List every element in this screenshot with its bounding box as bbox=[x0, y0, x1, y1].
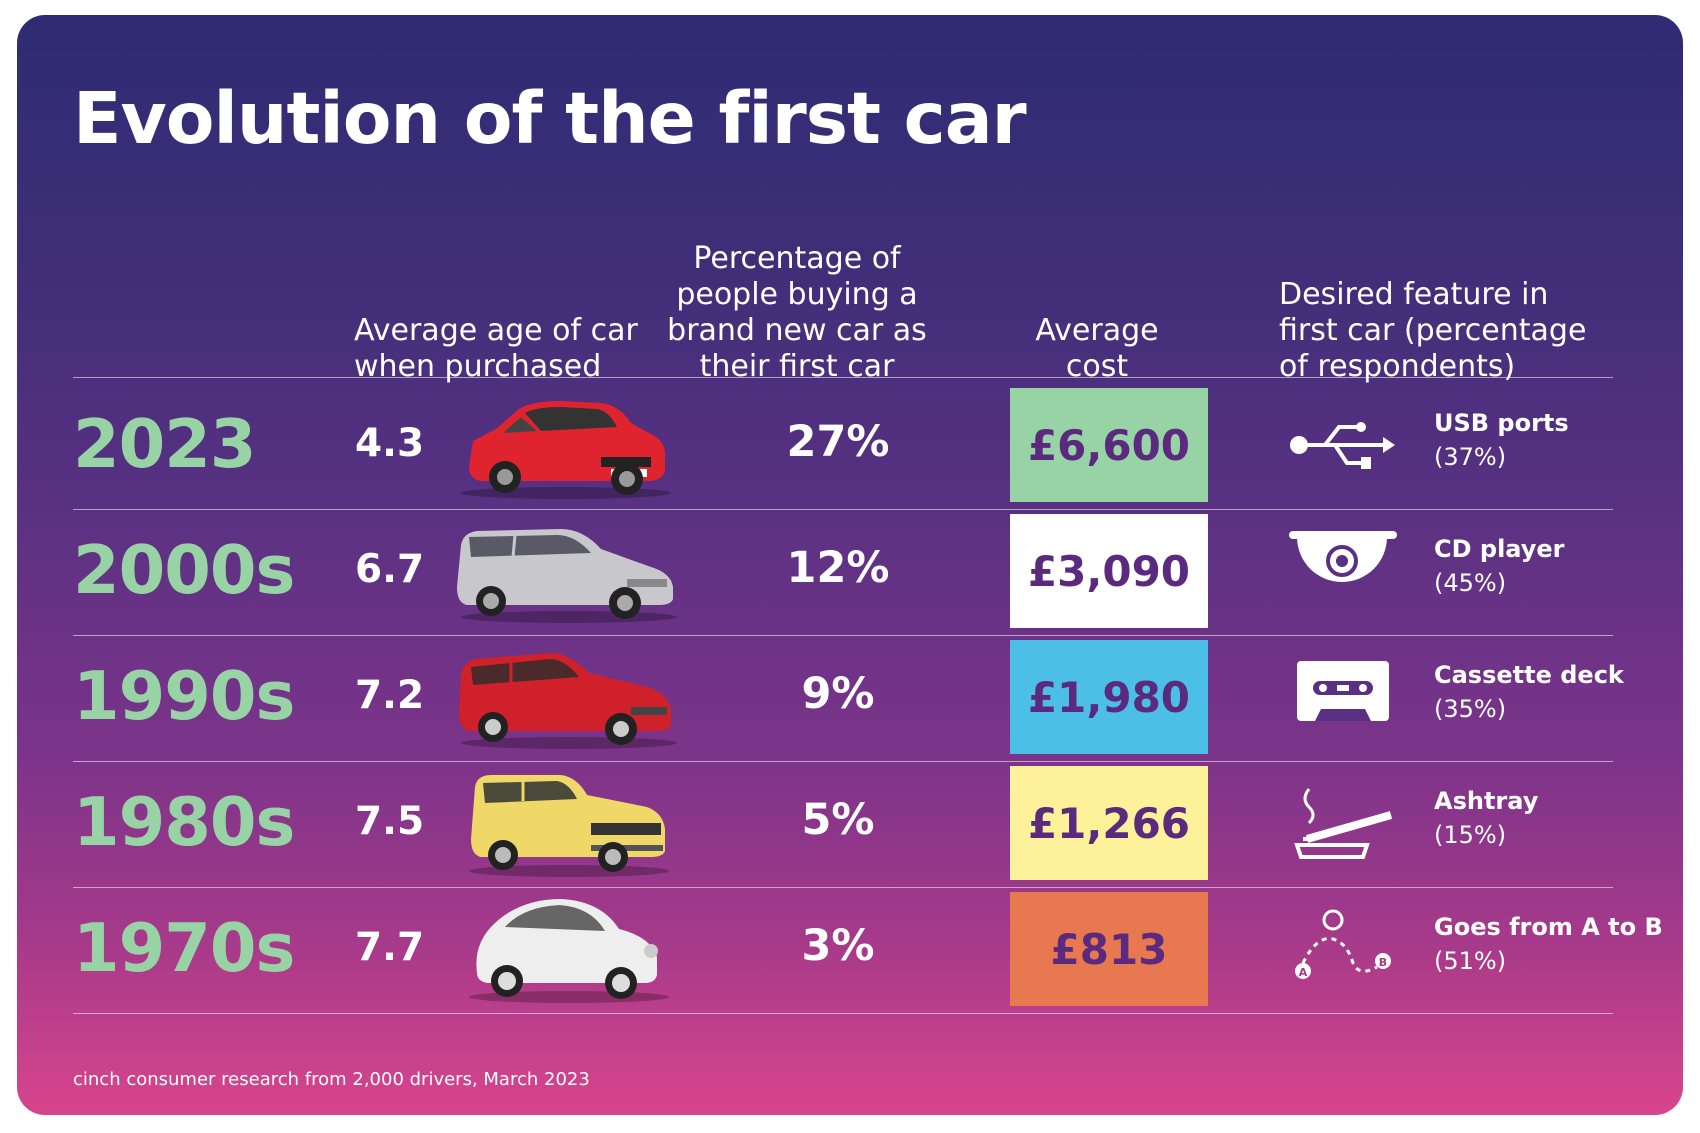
divider bbox=[73, 509, 1613, 510]
average-cost-value: £1,266 bbox=[1010, 766, 1208, 880]
cassette-icon bbox=[1297, 661, 1389, 721]
average-cost-value: £6,600 bbox=[1010, 388, 1208, 502]
average-age-value: 7.5 bbox=[355, 799, 425, 844]
white-beetle-car-icon bbox=[469, 899, 669, 1003]
feature-percentage: (15%) bbox=[1434, 821, 1507, 849]
page-title: Evolution of the first car bbox=[73, 77, 1027, 160]
new-car-percentage: 12% bbox=[786, 543, 890, 593]
divider bbox=[73, 1013, 1613, 1014]
new-car-percentage: 3% bbox=[801, 921, 875, 971]
yellow-hatchback-car-icon bbox=[469, 775, 669, 877]
average-age-value: 7.2 bbox=[355, 673, 425, 718]
feature-name: CD player bbox=[1434, 535, 1565, 563]
decade-label: 2023 bbox=[73, 405, 256, 483]
new-car-percentage: 5% bbox=[801, 795, 875, 845]
table-row: 2000s 6.7 12% £3,090 CD player (45%) bbox=[73, 507, 1613, 633]
header-average-age: Average age of car when purchased bbox=[354, 313, 638, 384]
feature-name: USB ports bbox=[1434, 409, 1569, 437]
average-cost-value: £1,980 bbox=[1010, 640, 1208, 754]
decade-label: 1990s bbox=[73, 657, 295, 735]
feature-percentage: (37%) bbox=[1434, 443, 1507, 471]
new-car-percentage: 27% bbox=[786, 417, 890, 467]
average-age-value: 6.7 bbox=[355, 547, 425, 592]
divider bbox=[73, 887, 1613, 888]
table-row: 2023 4.3 27% £6,600 USB ports (37%) bbox=[73, 381, 1613, 507]
decade-label: 2000s bbox=[73, 531, 295, 609]
feature-percentage: (35%) bbox=[1434, 695, 1507, 723]
ashtray-icon bbox=[1294, 788, 1393, 859]
header-average-cost: Average cost bbox=[1035, 313, 1159, 384]
new-car-percentage: 9% bbox=[801, 669, 875, 719]
feature-name: Ashtray bbox=[1434, 787, 1539, 815]
divider bbox=[73, 635, 1613, 636]
feature-percentage: (51%) bbox=[1434, 947, 1507, 975]
route-end-label: B bbox=[1379, 956, 1387, 969]
infographic-card: Evolution of the first car Average age o… bbox=[17, 15, 1683, 1115]
route-icon: A B bbox=[1295, 909, 1391, 979]
divider bbox=[73, 377, 1613, 378]
red-hatchback-car-icon bbox=[461, 401, 671, 499]
route-start-label: A bbox=[1299, 966, 1308, 979]
average-age-value: 4.3 bbox=[355, 421, 425, 466]
header-percentage-new: Percentage of people buying a brand new … bbox=[667, 241, 927, 384]
average-cost-value: £3,090 bbox=[1010, 514, 1208, 628]
table-row: 1990s 7.2 9% £1,980 Cassette deck (35%) bbox=[73, 633, 1624, 759]
usb-icon bbox=[1290, 422, 1395, 469]
table-row: 1980s 7.5 5% £1,266 Ashtray (15%) bbox=[73, 759, 1613, 885]
decade-label: 1970s bbox=[73, 909, 295, 987]
table-row: 1970s 7.7 3% £813 A B Goes from A to B (… bbox=[73, 885, 1663, 1011]
decade-label: 1980s bbox=[73, 783, 295, 861]
average-age-value: 7.7 bbox=[355, 925, 425, 970]
silver-hatchback-car-icon bbox=[457, 529, 677, 623]
average-cost-value: £813 bbox=[1010, 892, 1208, 1006]
red-hatchback-car-icon bbox=[459, 653, 677, 749]
header-desired-feature: Desired feature in first car (percentage… bbox=[1279, 277, 1587, 384]
cd-player-icon bbox=[1289, 531, 1397, 582]
feature-name: Cassette deck bbox=[1434, 661, 1624, 689]
footnote: cinch consumer research from 2,000 drive… bbox=[73, 1069, 590, 1090]
feature-name: Goes from A to B bbox=[1434, 913, 1663, 941]
feature-percentage: (45%) bbox=[1434, 569, 1507, 597]
divider bbox=[73, 761, 1613, 762]
